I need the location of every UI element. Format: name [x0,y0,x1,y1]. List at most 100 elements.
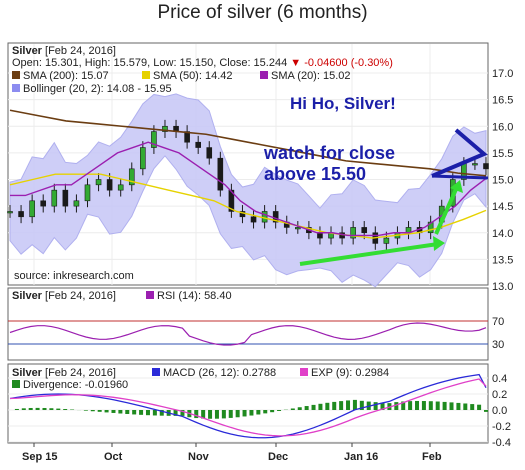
divergence-bar [332,401,337,410]
candle-body [350,227,356,239]
divergence-bar [484,410,488,412]
divergence-bar [28,407,33,410]
divergence-bar [290,408,295,410]
divergence-bar [214,410,219,419]
candle-body [106,179,113,191]
x-tick-label: Sep 15 [22,451,57,463]
legend-sma200: SMA (200): 15.07 [12,70,109,82]
x-tick-label: Jan 16 [344,451,378,463]
rsi-panel: 70 30 [8,316,504,351]
bollinger-area [9,93,487,288]
x-axis: Sep 15 Oct Nov Dec Jan 16 Feb [22,443,442,463]
candle-body [272,211,279,223]
x-tick-label: Dec [268,451,288,463]
x-tick-label: Feb [422,451,442,463]
candle-body [206,147,213,159]
divergence-bar [173,410,178,416]
macd-y-tick: 0.4 [492,373,507,385]
exp-legend: EXP (9): 0.2984 [300,367,389,379]
divergence-bar [421,401,426,410]
candle-body [7,211,13,214]
price-y-tick: 15.5 [492,148,513,160]
divergence-bar [201,410,206,419]
macd-panel-frame [7,363,489,444]
chart-title: Price of silver (6 months) [157,2,368,23]
price-y-tick: 17.0 [492,68,513,80]
divergence-bar [352,399,357,410]
divergence-bar [132,410,137,415]
divergence-bar [42,407,47,410]
candle-body [261,211,268,223]
price-header: Silver [Feb 24, 2016] [12,45,116,57]
price-y-tick: 16.0 [492,121,513,133]
candle-body [151,131,157,148]
divergence-bar [263,410,268,414]
divergence-bar [401,401,406,410]
divergence-bar [456,402,461,410]
divergence-bar [145,410,150,416]
divergence-bar [394,402,399,410]
candle-body [250,216,257,223]
green-arrow-1 [299,236,445,266]
candle-body [117,184,124,191]
macd-line [9,373,487,439]
divergence-bar [325,402,330,410]
svg-text:RSI (14): 58.40: RSI (14): 58.40 [157,290,232,302]
sma200-line [9,109,487,177]
divergence-bar [83,410,88,411]
x-tick-label: Oct [104,451,123,463]
divergence-bar [90,410,95,412]
divergence-bar [242,410,247,417]
candle-body [40,200,47,207]
divergence-bar [228,410,233,418]
candle-body [29,200,35,218]
divergence-bar [339,401,344,410]
moving-averages [9,109,487,239]
svg-text:Divergence: -0.01960: Divergence: -0.01960 [23,379,128,391]
price-y-tick: 15.0 [492,175,513,187]
price-y-axis: 17.0 16.5 16.0 15.5 15.0 14.5 14.0 13.5 13.0 [492,68,513,293]
bollinger-band [9,93,487,288]
legend-bollinger: Bollinger (20, 2): 14.08 - 15.95 [12,83,172,95]
divergence-bar [270,410,275,413]
price-y-tick: 16.5 [492,95,513,107]
legend-sma20: SMA (20): 15.02 [260,70,351,82]
candle-body [195,141,201,148]
divergence-bar [256,410,261,415]
macd-header: Silver [Feb 24, 2016] [12,367,116,379]
candle-body [217,157,224,191]
divergence-bar [208,410,213,419]
candle-body [162,125,168,132]
macd-panel: 0.4 0.2 0.0 -0.2 -0.4 [8,373,511,449]
macd-legend: MACD (26, 12): 0.2788 [152,367,276,379]
divergence-bar [311,404,316,410]
divergence-bar [428,401,433,410]
green-arrow-2 [434,180,463,235]
divergence-bar [318,403,323,410]
divergence-bar [194,410,199,419]
macd-y-tick: 0.0 [492,405,507,417]
candle-body [483,163,489,170]
divergence-bar [56,408,61,410]
divergence-bar [297,407,302,410]
divergence-bar [139,410,144,415]
candle-body [84,184,91,202]
divergence-bar [442,401,447,410]
divergence-bar [152,410,157,416]
divergence-bar [14,408,19,410]
price-y-tick: 13.5 [492,254,513,266]
candle-body [140,147,146,170]
macd-y-tick: 0.2 [492,389,507,401]
divergence-bar [373,402,378,410]
candle-body [228,189,235,212]
candle-body [18,211,24,218]
sma20-line [10,141,487,237]
divergence-legend: Divergence: -0.01960 [12,379,128,391]
divergence-bar [221,410,226,419]
divergence-bar [180,410,185,416]
divergence-bar [97,410,102,412]
divergence-bar [380,402,385,410]
divergence-bar [415,400,420,410]
price-ohlc: Open: 15.301, High: 15.579, Low: 15.150,… [12,57,393,69]
